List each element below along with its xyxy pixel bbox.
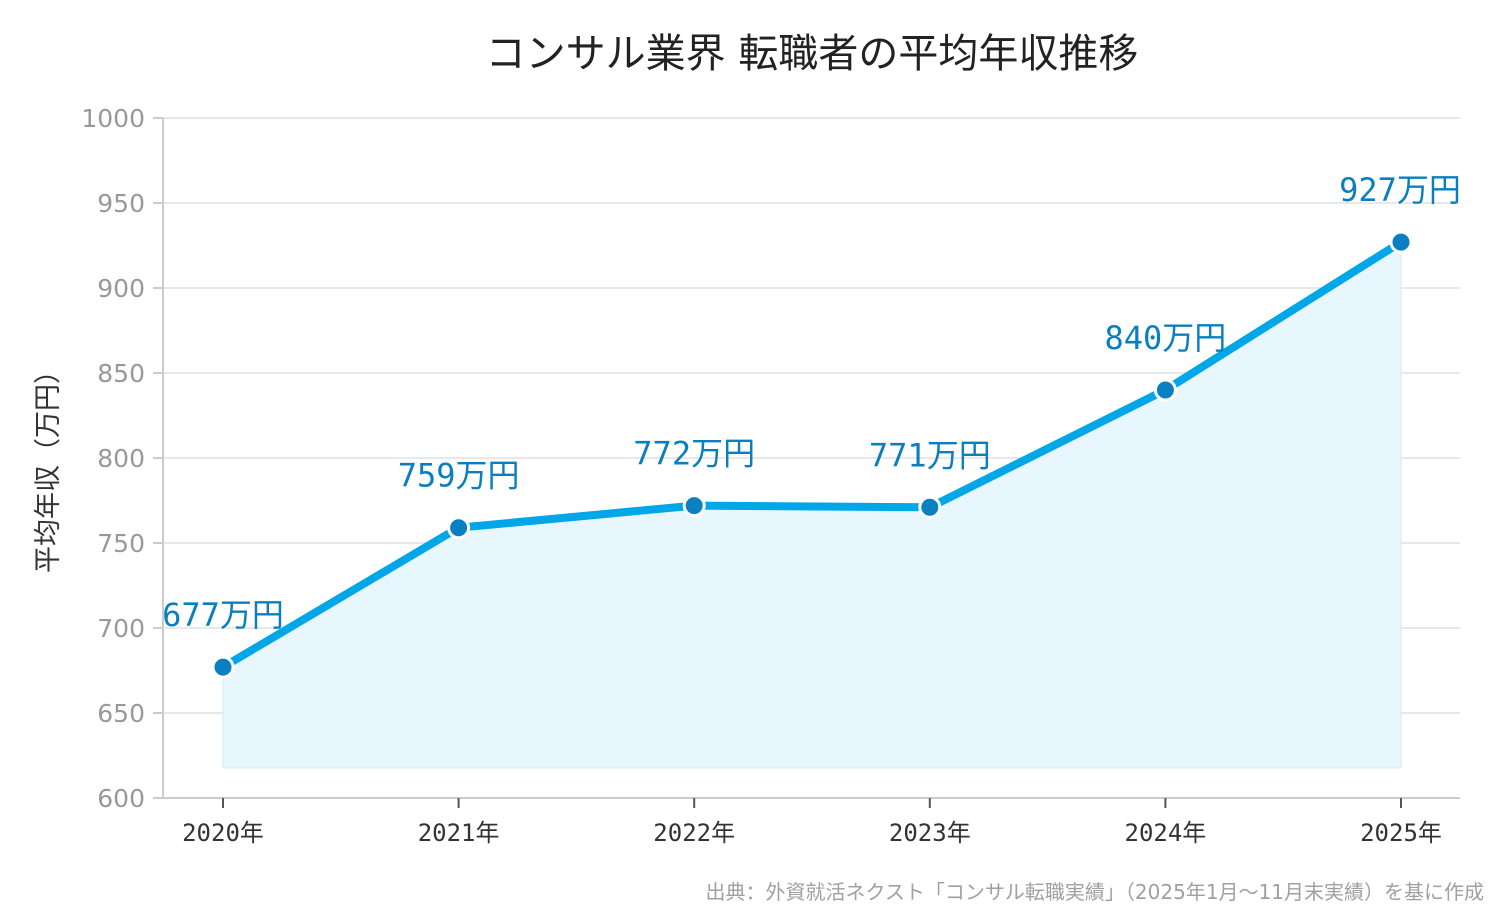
- chart-title: コンサル業界 転職者の平均年収推移: [486, 31, 1139, 77]
- x-tick-label: 2020年: [182, 819, 264, 847]
- data-label: 927万円: [1339, 171, 1461, 209]
- y-tick-labels: 600 650 700 750 800 850 900 950 1000: [81, 104, 145, 813]
- y-axis-label: 平均年収（万円）: [33, 357, 64, 573]
- data-labels: 677万円 759万円 772万円 771万円 840万円 927万円: [162, 171, 1461, 634]
- data-label: 677万円: [162, 596, 284, 634]
- data-point: [1389, 230, 1413, 254]
- source-note: 出典：外資就活ネクスト「コンサル転職実績」（2025年1月〜11月末実績）を基に…: [706, 880, 1484, 904]
- x-tick-label: 2021年: [418, 819, 500, 847]
- y-tick-label: 750: [97, 529, 145, 558]
- series-line: [219, 238, 1405, 672]
- series: [211, 230, 1413, 769]
- x-tick-label: 2023年: [889, 819, 971, 847]
- data-point: [211, 655, 235, 679]
- y-tick-label: 950: [97, 189, 145, 218]
- data-point: [918, 495, 942, 519]
- data-label: 772万円: [633, 435, 755, 473]
- x-tick-label: 2024年: [1125, 819, 1207, 847]
- y-tick-label: 700: [97, 614, 145, 643]
- data-point: [447, 516, 471, 540]
- y-tick-label: 600: [97, 784, 145, 813]
- x-tick-labels: 2020年 2021年 2022年 2023年 2024年 2025年: [182, 798, 1442, 847]
- data-label: 840万円: [1104, 319, 1226, 357]
- y-tick-label: 900: [97, 274, 145, 303]
- x-tick-label: 2025年: [1360, 819, 1442, 847]
- data-point: [682, 494, 706, 518]
- data-point: [1153, 378, 1177, 402]
- axes: [162, 118, 1460, 799]
- x-tick-label: 2022年: [653, 819, 735, 847]
- y-tick-label: 650: [97, 699, 145, 728]
- y-tick-label: 850: [97, 359, 145, 388]
- data-label: 759万円: [398, 457, 520, 495]
- y-tick-label: 800: [97, 444, 145, 473]
- y-tick-label: 1000: [81, 104, 145, 133]
- data-label: 771万円: [869, 436, 991, 474]
